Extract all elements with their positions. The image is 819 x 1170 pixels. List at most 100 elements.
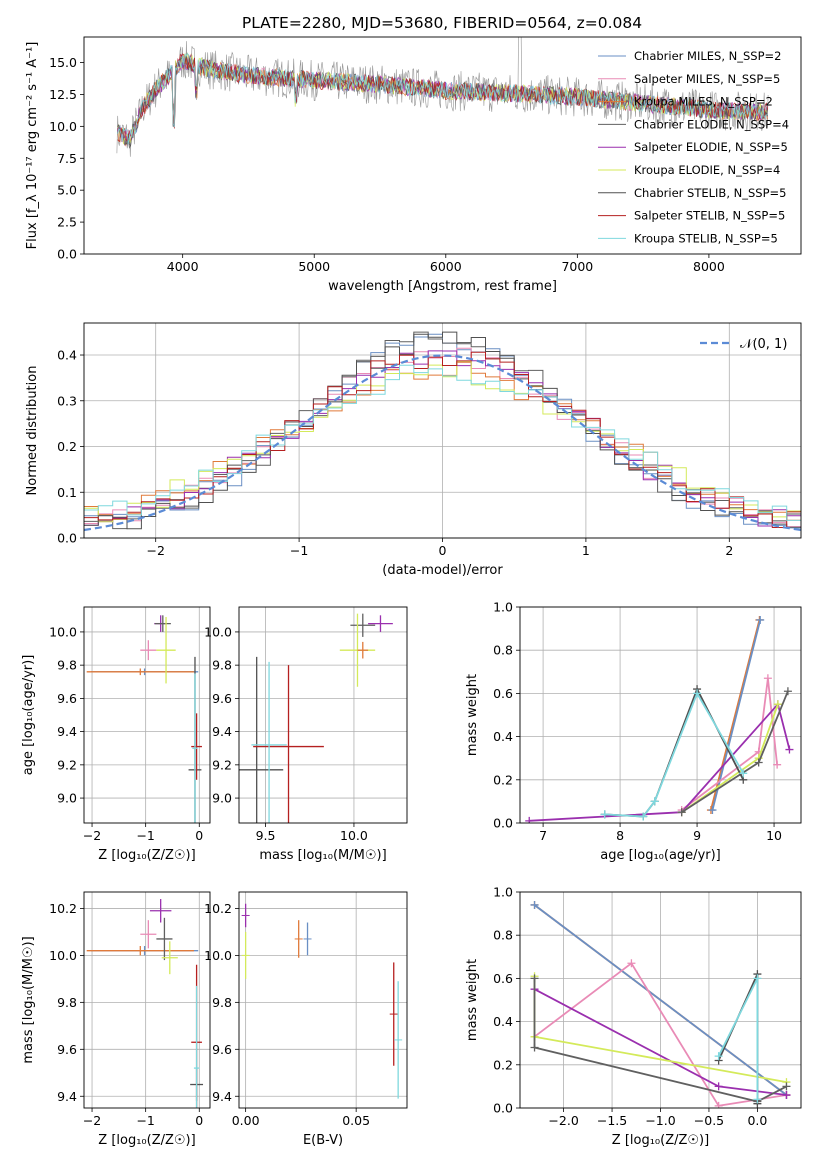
y-axis-label: Normed distribution xyxy=(25,366,40,496)
weight-marker-kroupa_stelib xyxy=(639,812,648,821)
y-tick-label: 10.0 xyxy=(49,119,77,134)
y-tick-label: 9.2 xyxy=(212,757,232,772)
y-tick-label: 9.8 xyxy=(212,658,232,673)
y-axis-label: Flux [f_λ 10⁻¹⁷ erg cm⁻² s⁻¹ A⁻¹] xyxy=(25,42,40,250)
y-axis-label: mass [log₁₀(M/M☉)] xyxy=(21,936,36,1063)
y-tick-label: 9.4 xyxy=(57,724,77,739)
y-tick-label: 0.0 xyxy=(57,247,77,262)
x-tick-label: 0 xyxy=(195,828,203,843)
histogram-kroupa_stelib xyxy=(84,364,801,521)
weight-marker-chabrier_elodie xyxy=(754,758,763,767)
y-tick-label: 12.5 xyxy=(49,87,77,102)
y-tick-label: 9.6 xyxy=(212,1042,232,1057)
plots: 4000 5000 6000 7000 80000.02.55.07.510.012.5… xyxy=(21,36,802,1148)
x-tick-label: 5000 xyxy=(298,259,330,274)
axes-frame xyxy=(519,606,802,824)
weight-marker-kroupa_stelib xyxy=(714,1052,723,1061)
legend-label: Salpeter ELODIE, N_SSP=5 xyxy=(634,140,788,154)
y-tick-label: 9.8 xyxy=(57,995,77,1010)
weight-marker-chabrier_elodie xyxy=(530,974,539,983)
legend-label: Kroupa MILES, N_SSP=2 xyxy=(634,95,773,109)
plot-area xyxy=(525,615,794,823)
y-tick-label: 0.4 xyxy=(493,729,513,744)
legend-label: Salpeter STELIB, N_SSP=5 xyxy=(634,209,785,223)
histogram-chabrier_stelib xyxy=(84,331,801,530)
y-tick-label: 2.5 xyxy=(57,215,77,230)
weight-line-salpeter_elodie xyxy=(529,702,791,822)
weight-marker-chabrier_elodie xyxy=(677,808,686,817)
x-tick-label: −1 xyxy=(136,1113,154,1128)
plot-area xyxy=(116,37,769,157)
weight-marker-kroupa_stelib xyxy=(693,689,702,698)
y-tick-label: 0.0 xyxy=(57,531,77,546)
y-tick-label: 10.0 xyxy=(204,624,232,639)
legend-label: Salpeter MILES, N_SSP=5 xyxy=(634,72,780,86)
plot-area xyxy=(86,615,202,823)
y-tick-label: 0.8 xyxy=(493,928,513,943)
weight-marker-chabrier_elodie xyxy=(782,1082,791,1091)
x-tick-label: −2 xyxy=(83,828,101,843)
y-tick-label: 10.0 xyxy=(204,948,232,963)
weight-line-kroupa_stelib xyxy=(717,977,759,1100)
y-tick-label: 0.2 xyxy=(57,439,77,454)
y-tick-label: 9.6 xyxy=(212,691,232,706)
y-tick-label: 9.4 xyxy=(212,724,232,739)
x-tick-label: −1 xyxy=(290,543,308,558)
y-axis-label: age [log₁₀(age/yr)] xyxy=(21,655,36,776)
histogram-salpeter_stelib xyxy=(84,351,801,528)
x-tick-label: 7000 xyxy=(561,259,593,274)
y-tick-label: 0.8 xyxy=(493,643,513,658)
legend-label: Kroupa ELODIE, N_SSP=4 xyxy=(634,163,780,177)
weight-marker-chabrier_miles xyxy=(708,806,717,815)
x-tick-label: 10.0 xyxy=(340,828,368,843)
x-tick-label: 9 xyxy=(693,828,701,843)
weight-marker-salpeter_elodie xyxy=(782,1091,791,1100)
y-tick-label: 0.2 xyxy=(493,1057,513,1072)
x-axis-label: Z [log₁₀(Z/Z☉)] xyxy=(98,848,195,863)
y-tick-label: 1.0 xyxy=(493,885,513,900)
weight-marker-salpeter_elodie xyxy=(525,816,534,823)
plot-area xyxy=(239,613,393,823)
y-tick-label: 0.4 xyxy=(493,1014,513,1029)
panel-weight_vs_Z: −2.0 −1.5 −1.0 −0.5 0.0 0.0 0.2 0.4 0.6 0.8 1.0 Z [… xyxy=(465,885,802,1148)
y-tick-label: 1.0 xyxy=(493,600,513,615)
weight-marker-kroupa_stelib xyxy=(650,797,659,806)
x-tick-label: 2 xyxy=(725,543,733,558)
weight-marker-kroupa_stelib xyxy=(600,810,609,819)
y-tick-label: 9.4 xyxy=(57,1089,77,1104)
x-tick-label: 8 xyxy=(616,828,624,843)
y-tick-label: 9.2 xyxy=(57,757,77,772)
weight-marker-kroupa_stelib xyxy=(753,974,762,983)
spectrum-legend: Chabrier MILES, N_SSP=2 Salpeter MILES, N… xyxy=(598,49,789,245)
y-tick-label: 0.6 xyxy=(493,971,513,986)
x-axis-label: wavelength [Angstrom, rest frame] xyxy=(328,279,557,294)
legend-label: Kroupa STELIB, N_SSP=5 xyxy=(634,231,778,245)
weight-line-kroupa_stelib xyxy=(604,691,745,818)
x-tick-label: 0.05 xyxy=(342,1113,370,1128)
x-tick-label: −2 xyxy=(83,1113,101,1128)
x-tick-label: 7 xyxy=(539,828,547,843)
gaussian-curve xyxy=(84,354,801,532)
y-tick-label: 0.3 xyxy=(57,393,77,408)
y-tick-label: 9.8 xyxy=(57,658,77,673)
x-tick-label: −0.5 xyxy=(694,1113,724,1128)
weight-line-chabrier_miles xyxy=(711,619,762,811)
plot-area xyxy=(84,331,801,532)
weight-line-chabrier_miles xyxy=(533,904,788,1096)
legend-label: Chabrier STELIB, N_SSP=5 xyxy=(634,186,786,200)
gaussian-legend-label: 𝒩(0, 1) xyxy=(740,337,787,352)
y-tick-label: 9.0 xyxy=(212,791,232,806)
y-tick-label: 0.4 xyxy=(57,348,77,363)
panel-age_vs_Z: −2 −1 0 9.0 9.2 9.4 9.6 9.8 10.0 Z [log₁₀(Z/Z☉)] a… xyxy=(21,606,211,863)
y-tick-label: 9.0 xyxy=(57,791,77,806)
histogram-salpeter_elodie xyxy=(84,350,801,527)
weight-marker-chabrier_miles xyxy=(530,900,539,909)
x-tick-label: 0.0 xyxy=(747,1113,767,1128)
weight-line-chabrier_stelib xyxy=(717,973,759,1104)
y-tick-label: 10.2 xyxy=(49,901,77,916)
y-axis-label: mass weight xyxy=(465,959,480,1041)
weight-marker-salpeter_miles xyxy=(773,760,782,769)
x-axis-label: Z [log₁₀(Z/Z☉)] xyxy=(612,1133,709,1148)
figure-title: PLATE=2280, MJD=53680, FIBERID=0564, z=0… xyxy=(242,14,642,32)
